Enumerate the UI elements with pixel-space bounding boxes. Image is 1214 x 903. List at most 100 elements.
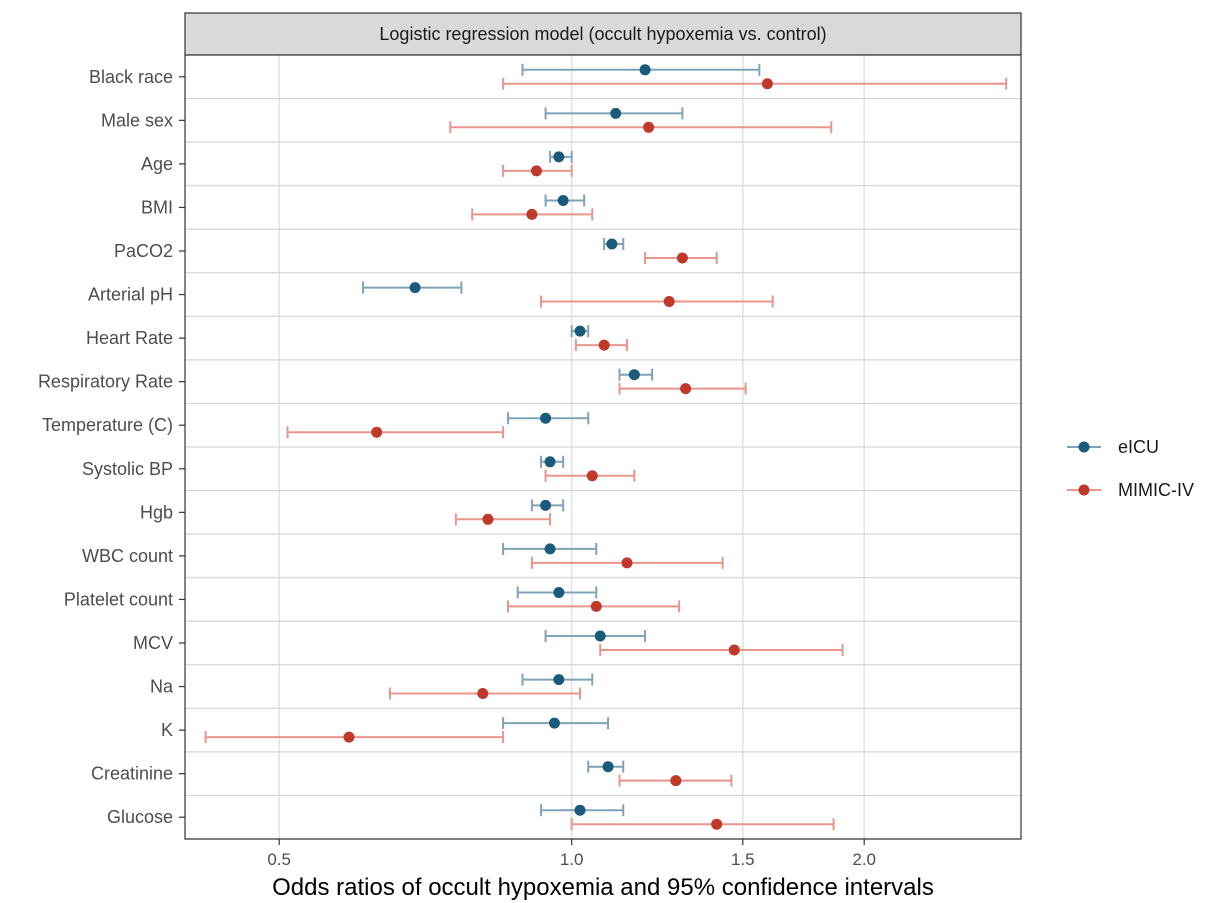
eicu-estimate-point: [544, 543, 556, 555]
eicu-estimate-point: [606, 238, 618, 250]
legend-label-eicu: eICU: [1118, 437, 1159, 457]
eicu-row-mark: [544, 630, 647, 643]
mimic-iv-row-mark: [204, 731, 505, 744]
x-tick-label: 1.5: [731, 850, 755, 869]
y-tick-label: K: [161, 720, 173, 740]
mimic-iv-estimate-point: [343, 731, 355, 743]
y-tick-label: Na: [150, 677, 174, 697]
mimic-iv-estimate-point: [676, 252, 688, 264]
mimic-iv-estimate-point: [530, 165, 542, 177]
eicu-row-mark: [618, 368, 654, 381]
eicu-row-mark: [587, 760, 625, 773]
grid-lines: [185, 54, 1021, 840]
y-tick-label: Arterial pH: [88, 285, 173, 305]
mimic-iv-estimate-point: [482, 513, 494, 525]
mimic-iv-row-mark: [471, 208, 594, 221]
eicu-estimate-point: [574, 325, 586, 337]
legend: eICU MIMIC-IV: [1067, 437, 1194, 500]
y-tick-label: Creatinine: [91, 764, 173, 784]
x-tick-label: 1.0: [560, 850, 584, 869]
mimic-iv-estimate-point: [728, 644, 740, 656]
eicu-estimate-point: [553, 151, 565, 163]
eicu-estimate-point: [602, 761, 614, 773]
mimic-iv-estimate-point: [477, 688, 489, 700]
eicu-estimate-point: [544, 456, 556, 468]
y-tick-label: Platelet count: [64, 589, 173, 609]
eicu-row-mark: [603, 238, 625, 251]
eicu-estimate-point: [540, 499, 552, 511]
eicu-estimate-point: [553, 586, 565, 598]
mimic-iv-row-mark: [599, 643, 844, 656]
y-tick-label: PaCO2: [114, 241, 173, 261]
strip-title: Logistic regression model (occult hypoxe…: [379, 24, 826, 44]
eicu-row-mark: [540, 455, 565, 468]
eicu-estimate-point: [610, 107, 622, 119]
mimic-iv-row-mark: [544, 469, 636, 482]
mimic-iv-estimate-point: [663, 296, 675, 308]
eicu-row-mark: [530, 499, 565, 512]
mimic-iv-row-mark: [530, 556, 724, 569]
x-axis-label: Odds ratios of occult hypoxemia and 95% …: [272, 874, 934, 901]
y-tick-label: Hgb: [140, 502, 173, 522]
eicu-row-mark: [544, 107, 684, 120]
mimic-iv-row-mark: [644, 251, 718, 264]
y-tick-label: Age: [141, 154, 173, 174]
mimic-iv-row-mark: [502, 164, 573, 177]
mimic-iv-estimate-point: [643, 121, 655, 133]
eicu-row-mark: [521, 63, 761, 76]
x-tick-label: 0.5: [267, 850, 291, 869]
mimic-iv-row-mark: [570, 818, 835, 831]
eicu-row-mark: [362, 281, 463, 294]
legend-key-point-eicu: [1078, 441, 1090, 453]
mimic-iv-estimate-point: [586, 470, 598, 482]
mimic-iv-row-mark: [574, 339, 628, 352]
y-tick-label: Heart Rate: [86, 328, 173, 348]
y-tick-label: MCV: [133, 633, 173, 653]
eicu-row-mark: [540, 804, 625, 817]
mimic-iv-row-mark: [286, 426, 505, 439]
mimic-iv-row-mark: [449, 121, 833, 134]
mimic-iv-estimate-point: [621, 557, 633, 569]
y-tick-label: Respiratory Rate: [38, 372, 173, 392]
mimic-iv-estimate-point: [590, 600, 602, 612]
mimic-iv-row-mark: [388, 687, 582, 700]
eicu-estimate-point: [553, 674, 565, 686]
panel-border: [184, 54, 1022, 840]
eicu-estimate-point: [574, 804, 586, 816]
legend-label-mimic-iv: MIMIC-IV: [1118, 480, 1194, 500]
y-tick-label: Male sex: [101, 110, 173, 130]
mimic-iv-estimate-point: [761, 78, 773, 90]
eicu-estimate-point: [540, 412, 552, 424]
eicu-row-mark: [502, 542, 598, 555]
mimic-iv-estimate-point: [371, 426, 383, 438]
mimic-iv-estimate-point: [526, 208, 538, 220]
mimic-iv-row-mark: [618, 774, 733, 787]
x-axis: 0.5 1.0 1.5 2.0: [267, 839, 876, 869]
series-layer: [204, 63, 1008, 831]
eicu-estimate-point: [639, 64, 651, 76]
mimic-iv-row-mark: [507, 600, 681, 613]
y-tick-label: Black race: [89, 67, 173, 87]
mimic-iv-row-mark: [540, 295, 774, 308]
eicu-estimate-point: [628, 369, 640, 381]
y-tick-label: BMI: [141, 197, 173, 217]
eicu-estimate-point: [548, 717, 560, 729]
mimic-iv-estimate-point: [670, 775, 682, 787]
mimic-iv-estimate-point: [680, 383, 692, 395]
mimic-iv-estimate-point: [598, 339, 610, 351]
y-tick-label: Temperature (C): [42, 415, 173, 435]
mimic-iv-row-mark: [618, 382, 747, 395]
y-tick-label: WBC count: [82, 546, 173, 566]
eicu-row-mark: [502, 717, 610, 730]
eicu-estimate-point: [594, 630, 606, 642]
strip-background: [184, 12, 1022, 56]
y-tick-label: Systolic BP: [82, 459, 173, 479]
eicu-row-mark: [570, 325, 590, 338]
eicu-estimate-point: [409, 282, 421, 294]
eicu-row-mark: [507, 412, 590, 425]
eicu-row-mark: [544, 194, 586, 207]
eicu-row-mark: [549, 150, 573, 163]
eicu-row-mark: [521, 673, 594, 686]
legend-key-point-mimic-iv: [1078, 484, 1090, 496]
